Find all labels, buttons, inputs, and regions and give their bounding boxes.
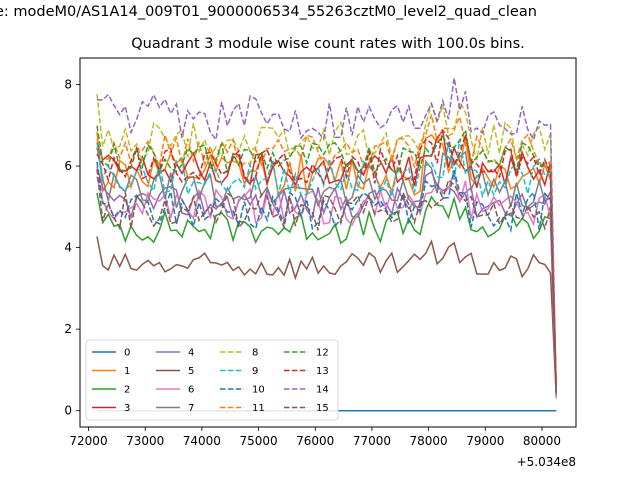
series-line-11 bbox=[96, 114, 557, 387]
y-tick-label-4: 4 bbox=[64, 241, 72, 255]
y-tick-label-2: 2 bbox=[64, 322, 72, 336]
series-layer bbox=[96, 77, 557, 412]
legend-label-12: 12 bbox=[316, 348, 329, 359]
x-tick-label-79000: 79000 bbox=[466, 434, 504, 448]
series-line-13 bbox=[96, 128, 557, 389]
series-line-15 bbox=[96, 169, 557, 391]
legend-label-7: 7 bbox=[188, 403, 194, 414]
legend-label-13: 13 bbox=[316, 366, 329, 377]
legend-label-14: 14 bbox=[316, 385, 329, 396]
y-tick-label-8: 8 bbox=[64, 78, 72, 92]
legend-label-6: 6 bbox=[188, 385, 194, 396]
x-tick-label-75000: 75000 bbox=[239, 434, 277, 448]
series-line-6 bbox=[96, 171, 557, 399]
x-axis-offset-label: +5.034e8 bbox=[517, 455, 576, 469]
x-tick-label-74000: 74000 bbox=[183, 434, 221, 448]
x-tick-label-72000: 72000 bbox=[69, 434, 107, 448]
series-line-14 bbox=[97, 77, 557, 387]
legend-label-5: 5 bbox=[188, 366, 194, 377]
y-tick-label-6: 6 bbox=[64, 159, 72, 173]
x-tick-label-80000: 80000 bbox=[523, 434, 561, 448]
y-tick-label-0: 0 bbox=[64, 404, 72, 418]
series-line-7 bbox=[96, 147, 557, 396]
legend-label-3: 3 bbox=[124, 403, 130, 414]
series-line-10 bbox=[96, 161, 557, 393]
series-line-2 bbox=[96, 192, 557, 395]
x-tick-label-77000: 77000 bbox=[353, 434, 391, 448]
legend-label-4: 4 bbox=[188, 348, 194, 359]
axes-frame bbox=[79, 57, 577, 428]
legend-label-9: 9 bbox=[252, 366, 258, 377]
series-line-9 bbox=[96, 139, 557, 391]
series-line-5 bbox=[96, 236, 557, 397]
figure-suptitle: n file: modeM0/AS1A14_009T01_9000006534_… bbox=[0, 4, 537, 20]
x-tick-label-78000: 78000 bbox=[410, 434, 448, 448]
chart-title: Quadrant 3 module wise count rates with … bbox=[131, 36, 525, 52]
legend-label-1: 1 bbox=[124, 366, 130, 377]
x-axis: 72000 73000 74000 75000 76000 77000 78000 79000… bbox=[69, 427, 561, 448]
legend-label-2: 2 bbox=[124, 385, 130, 396]
legend-label-15: 15 bbox=[316, 403, 329, 414]
x-tick-label-73000: 73000 bbox=[126, 434, 164, 448]
x-tick-label-76000: 76000 bbox=[296, 434, 334, 448]
legend-label-0: 0 bbox=[124, 348, 130, 359]
legend-label-8: 8 bbox=[252, 348, 258, 359]
legend-label-11: 11 bbox=[252, 403, 265, 414]
legend-box bbox=[85, 339, 339, 421]
legend-label-10: 10 bbox=[252, 385, 265, 396]
series-line-12 bbox=[96, 125, 557, 391]
y-axis: 0 2 4 6 8 bbox=[64, 78, 80, 418]
